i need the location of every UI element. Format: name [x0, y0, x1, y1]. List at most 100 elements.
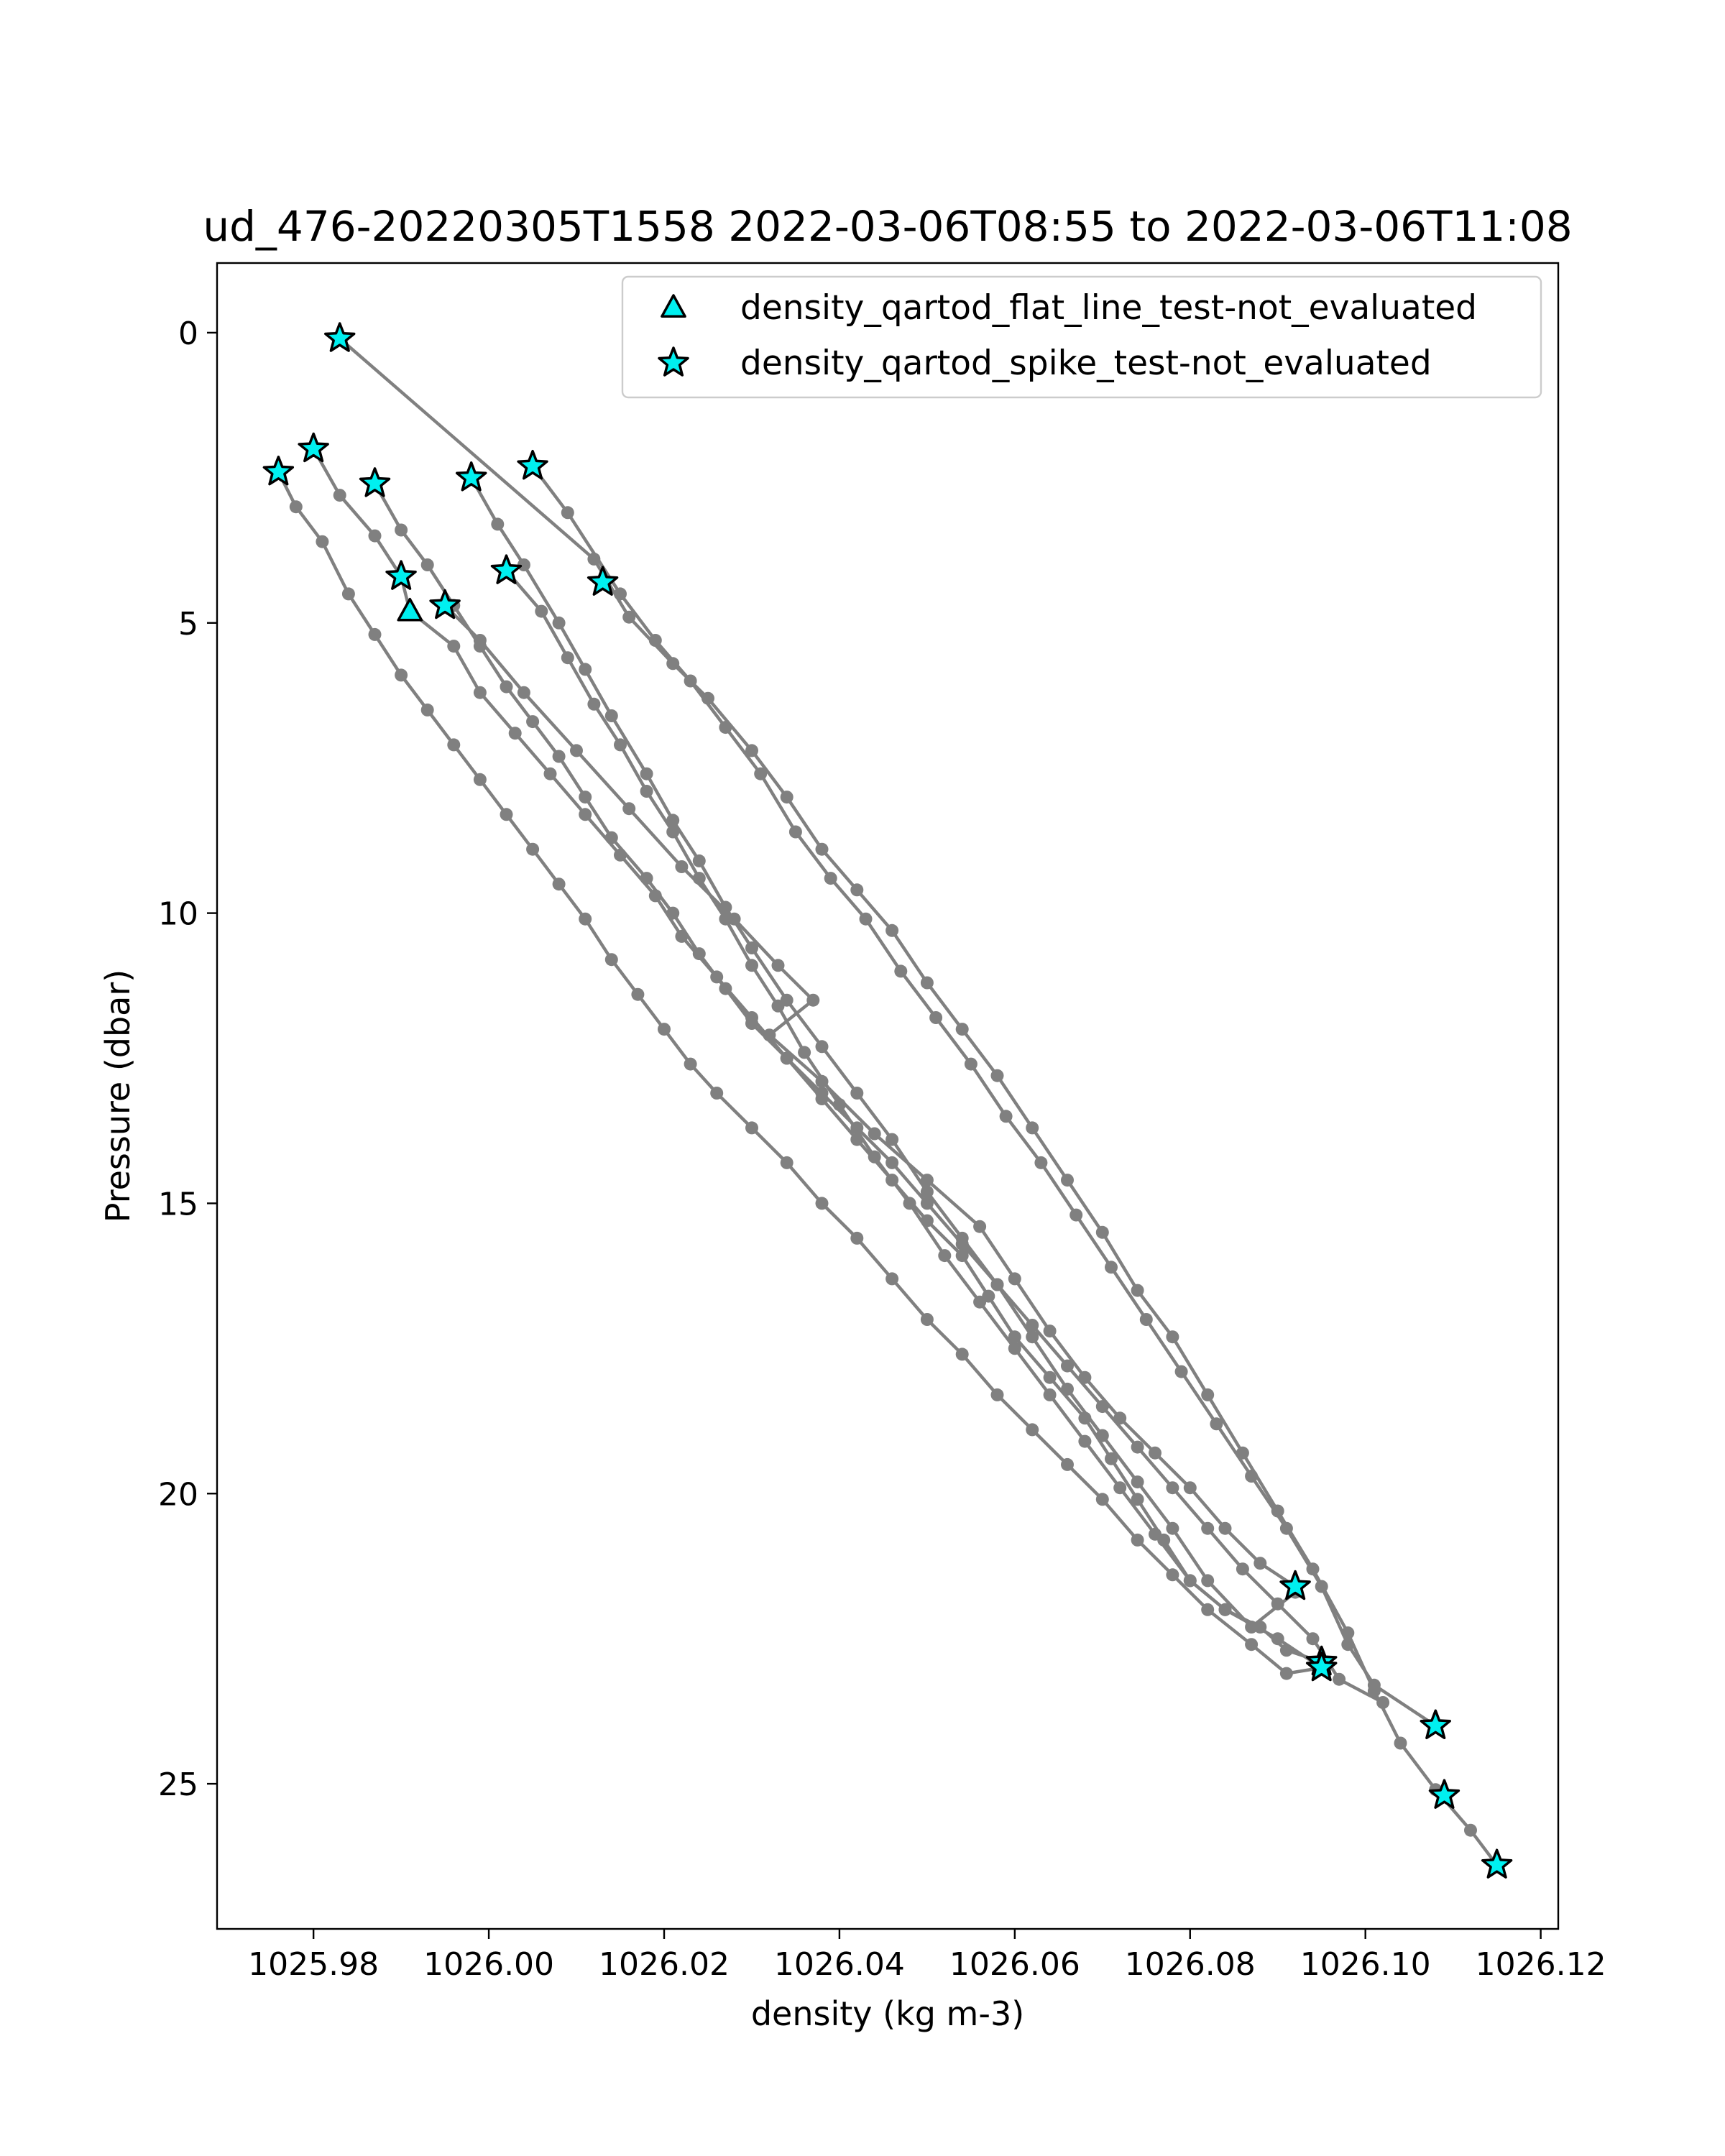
profile-point [1183, 1481, 1197, 1495]
profile-point [561, 506, 574, 520]
star-marker [359, 467, 391, 497]
profile-point [447, 640, 461, 653]
y-tick-label: 25 [158, 1766, 198, 1803]
profile-point [824, 872, 837, 885]
profile-point [1201, 1388, 1215, 1401]
profile-point [745, 941, 758, 954]
profile-point [1166, 1481, 1179, 1495]
profile-point [1026, 1319, 1039, 1332]
profile-point [561, 651, 574, 665]
profile-point [886, 1133, 899, 1146]
profile-point [614, 587, 627, 601]
profile-point [1034, 1156, 1048, 1169]
profile-point [850, 1121, 864, 1135]
profile-point [1026, 1423, 1039, 1437]
profile-point [850, 1231, 864, 1245]
x-tick-label: 1026.02 [599, 1946, 730, 1983]
profile-point [368, 627, 382, 641]
y-tick-label: 20 [158, 1476, 198, 1513]
profile-point [1367, 1678, 1381, 1692]
profile-point [1166, 1521, 1179, 1535]
profile-point [1105, 1261, 1118, 1274]
profile-point [955, 1023, 969, 1036]
star-marker [586, 566, 619, 596]
profile-point [473, 773, 487, 786]
profile-point [395, 523, 408, 537]
profile-point [604, 953, 618, 967]
profile-point [1043, 1370, 1057, 1384]
profile-point [886, 1272, 899, 1286]
profile-point [868, 1127, 881, 1141]
profile-point [771, 959, 785, 972]
legend-triangle-icon [661, 294, 686, 318]
profile-point [1061, 1359, 1074, 1373]
star-marker [324, 322, 356, 352]
profile-point [535, 604, 548, 618]
profile-point [990, 1388, 1004, 1401]
x-tick-label: 1026.10 [1300, 1946, 1431, 1983]
profile-point [692, 854, 706, 867]
profile-line [312, 448, 1322, 1664]
profile-point [1279, 1521, 1293, 1535]
profile-point [631, 987, 645, 1001]
profile-point [1201, 1574, 1215, 1588]
profile-point [763, 1028, 776, 1042]
profile-point [1139, 1313, 1153, 1326]
profile-point [1218, 1521, 1232, 1535]
profile-point [990, 1069, 1004, 1082]
profile-point [1201, 1603, 1215, 1616]
legend-box [621, 275, 1542, 399]
profile-point [1271, 1632, 1284, 1646]
profile-8 [438, 599, 1302, 1593]
profile-point [1394, 1736, 1407, 1750]
profile-point [1008, 1272, 1021, 1286]
profile-point [333, 489, 346, 502]
profile-point [719, 721, 732, 734]
profile-point [964, 1057, 978, 1071]
profile-point [684, 1057, 697, 1071]
profile-point [622, 610, 636, 624]
profile-point [999, 1110, 1013, 1123]
star-marker [298, 432, 329, 463]
profile-point [1026, 1121, 1039, 1135]
profile-point [850, 883, 864, 897]
profile-point [771, 999, 785, 1013]
profile-point [666, 814, 680, 827]
profile-point [798, 1046, 811, 1059]
profile-point [1095, 1225, 1109, 1239]
x-tick-label: 1026.04 [774, 1946, 905, 1983]
profile-point [658, 1023, 671, 1036]
profile-point [920, 1214, 934, 1227]
star-marker [385, 560, 417, 590]
y-tick-label: 10 [158, 896, 198, 933]
profile-point [666, 825, 680, 839]
legend-star-icon [658, 346, 689, 377]
profile-point [640, 872, 653, 885]
profile-point [684, 674, 697, 688]
profile-point [604, 831, 618, 844]
plot-frame [216, 262, 1560, 1930]
y-tick-label: 15 [158, 1186, 198, 1222]
profile-point [473, 634, 487, 647]
profile-point [1210, 1417, 1223, 1431]
profile-point [1149, 1446, 1162, 1460]
profile-point [1166, 1330, 1179, 1344]
profile-lines [272, 332, 1504, 1872]
profile-point [745, 1121, 758, 1135]
profile-point [780, 791, 794, 804]
profile-point [1218, 1603, 1232, 1616]
profile-point [517, 558, 530, 571]
profile-point [1043, 1325, 1057, 1338]
profile-point [579, 663, 592, 676]
x-tick-label: 1025.98 [248, 1946, 379, 1983]
profile-point [1078, 1411, 1092, 1425]
x-tick-label: 1026.00 [423, 1946, 554, 1983]
profile-point [1271, 1597, 1284, 1611]
profile-point [1245, 1638, 1259, 1651]
profile-point [1061, 1457, 1074, 1471]
profile-point [850, 1087, 864, 1100]
profile-point [526, 842, 540, 856]
profile-line [505, 569, 1322, 1669]
profile-point [614, 738, 627, 752]
